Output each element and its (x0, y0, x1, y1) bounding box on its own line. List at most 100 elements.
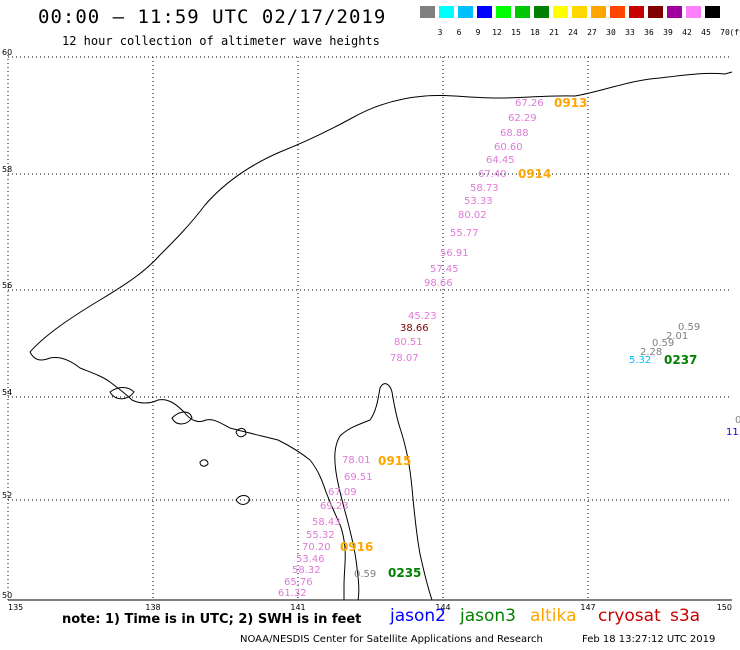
wave-height-reading: 67.26 (515, 98, 544, 109)
wave-height-reading: 0 (735, 415, 740, 426)
wave-height-reading: 62.29 (508, 113, 537, 124)
wave-height-reading: 80.51 (394, 337, 423, 348)
wave-height-reading: 68.88 (500, 128, 529, 139)
satellite-cryosat: cryosat (598, 606, 661, 626)
coastline-north (29, 71, 733, 353)
coastline-island-3 (235, 427, 247, 438)
wave-height-reading: 2.01 (666, 331, 688, 342)
wave-height-reading: 67.09 (328, 487, 357, 498)
latitude-label: 50 (2, 591, 12, 600)
wave-height-reading: 80.02 (458, 210, 487, 221)
wave-height-reading: 2.28 (640, 347, 662, 358)
wave-height-reading: 58.73 (470, 183, 499, 194)
wave-height-reading: 67.40 (478, 169, 507, 180)
map-frame (7, 55, 732, 601)
legend-swatch (667, 6, 682, 18)
longitude-label: 135 (8, 603, 23, 612)
longitude-label: 138 (145, 603, 160, 612)
generation-timestamp: Feb 18 13:27:12 UTC 2019 (582, 634, 716, 645)
legend-swatch (648, 6, 663, 18)
legend-swatch (591, 6, 606, 18)
wave-height-reading: 5.32 (629, 355, 651, 366)
wave-height-reading: 78.01 (342, 455, 371, 466)
legend-label: 9 (475, 28, 481, 37)
wave-height-reading: 38.66 (400, 323, 429, 334)
map-subtitle: 12 hour collection of altimeter wave hei… (62, 34, 380, 48)
legend-swatch (610, 6, 625, 18)
legend-label: 24 (568, 28, 578, 37)
legend-label: 36 (644, 28, 654, 37)
wave-height-reading: 69.51 (344, 472, 373, 483)
legend-swatch (477, 6, 492, 18)
wave-height-reading: 61.32 (278, 588, 307, 599)
legend-swatch (572, 6, 587, 18)
coastline-west (29, 351, 231, 429)
legend-label: 18 (530, 28, 540, 37)
longitude-label: 144 (435, 603, 450, 612)
legend-label: 27 (587, 28, 597, 37)
wave-height-reading: 65.76 (284, 577, 313, 588)
satellite-jason2: jason2 (390, 606, 446, 626)
pass-time-label: 0913 (554, 96, 587, 110)
wave-height-reading: 55.77 (450, 228, 479, 239)
wave-height-reading: 53.46 (296, 554, 325, 565)
legend-swatch (458, 6, 473, 18)
coastline-island-5 (199, 459, 209, 467)
legend-label: 3 (437, 28, 443, 37)
coastline-island-4 (235, 495, 251, 505)
latitude-label: 58 (2, 165, 12, 174)
legend-label: 45 (701, 28, 711, 37)
legend-swatch (629, 6, 644, 18)
credit-line: NOAA/NESDIS Center for Satellite Applica… (240, 634, 543, 645)
legend-swatch (534, 6, 549, 18)
legend-label: 6 (456, 28, 462, 37)
pass-time-label: 0916 (340, 540, 373, 554)
wave-height-reading: 0.59 (678, 322, 700, 333)
latitude-label: 52 (2, 491, 12, 500)
legend-label: 42 (682, 28, 692, 37)
coastline-sakhalin (334, 383, 433, 601)
wave-height-reading: 98.66 (424, 278, 453, 289)
wave-height-reading: 53.33 (464, 196, 493, 207)
legend-swatch (686, 6, 701, 18)
wave-height-reading: 60.60 (494, 142, 523, 153)
wave-height-reading: 0.59 (652, 338, 674, 349)
legend-swatch (515, 6, 530, 18)
legend-swatch (553, 6, 568, 18)
coastline (29, 71, 733, 601)
legend-unit: (ft) (729, 28, 740, 37)
satellite-altika: altika (530, 606, 577, 626)
longitude-label: 150 (717, 603, 732, 612)
legend-swatch (420, 6, 435, 18)
footer-note: note: 1) Time is in UTC; 2) SWH is in fe… (62, 612, 362, 627)
latitude-label: 56 (2, 281, 12, 290)
longitude-label: 141 (290, 603, 305, 612)
graticule: 60 58 56 54 52 50 135 138 141 144 147 150 (2, 48, 732, 612)
legend-swatch (439, 6, 454, 18)
wave-height-reading: 58.32 (292, 565, 321, 576)
longitude-label: 147 (580, 603, 595, 612)
wave-height-reading: 70.20 (302, 542, 331, 553)
latitude-label: 54 (2, 388, 12, 397)
wave-height-reading: 56.91 (440, 248, 469, 259)
legend-label: 15 (511, 28, 521, 37)
wave-height-reading: 11. (726, 427, 740, 438)
legend-label: 70 (720, 28, 730, 37)
satellite-jason3: jason3 (460, 606, 516, 626)
wave-height-reading: 69.23 (320, 501, 349, 512)
coastline-island-2 (171, 411, 193, 425)
wave-height-reading: 55.32 (306, 530, 335, 541)
wave-height-reading: 58.43 (312, 517, 341, 528)
wave-height-reading: 64.45 (486, 155, 515, 166)
legend-swatch (496, 6, 511, 18)
legend-label: 33 (625, 28, 635, 37)
legend-label: 30 (606, 28, 616, 37)
satellite-s3a: s3a (670, 606, 701, 626)
pass-time-label: 0915 (378, 454, 411, 468)
wave-height-reading: 78.07 (390, 353, 419, 364)
pass-time-label: 0237 (664, 353, 697, 367)
legend-swatch (705, 6, 720, 18)
wave-height-reading: 57.45 (430, 264, 459, 275)
wave-height-reading: 0.59 (354, 569, 376, 580)
